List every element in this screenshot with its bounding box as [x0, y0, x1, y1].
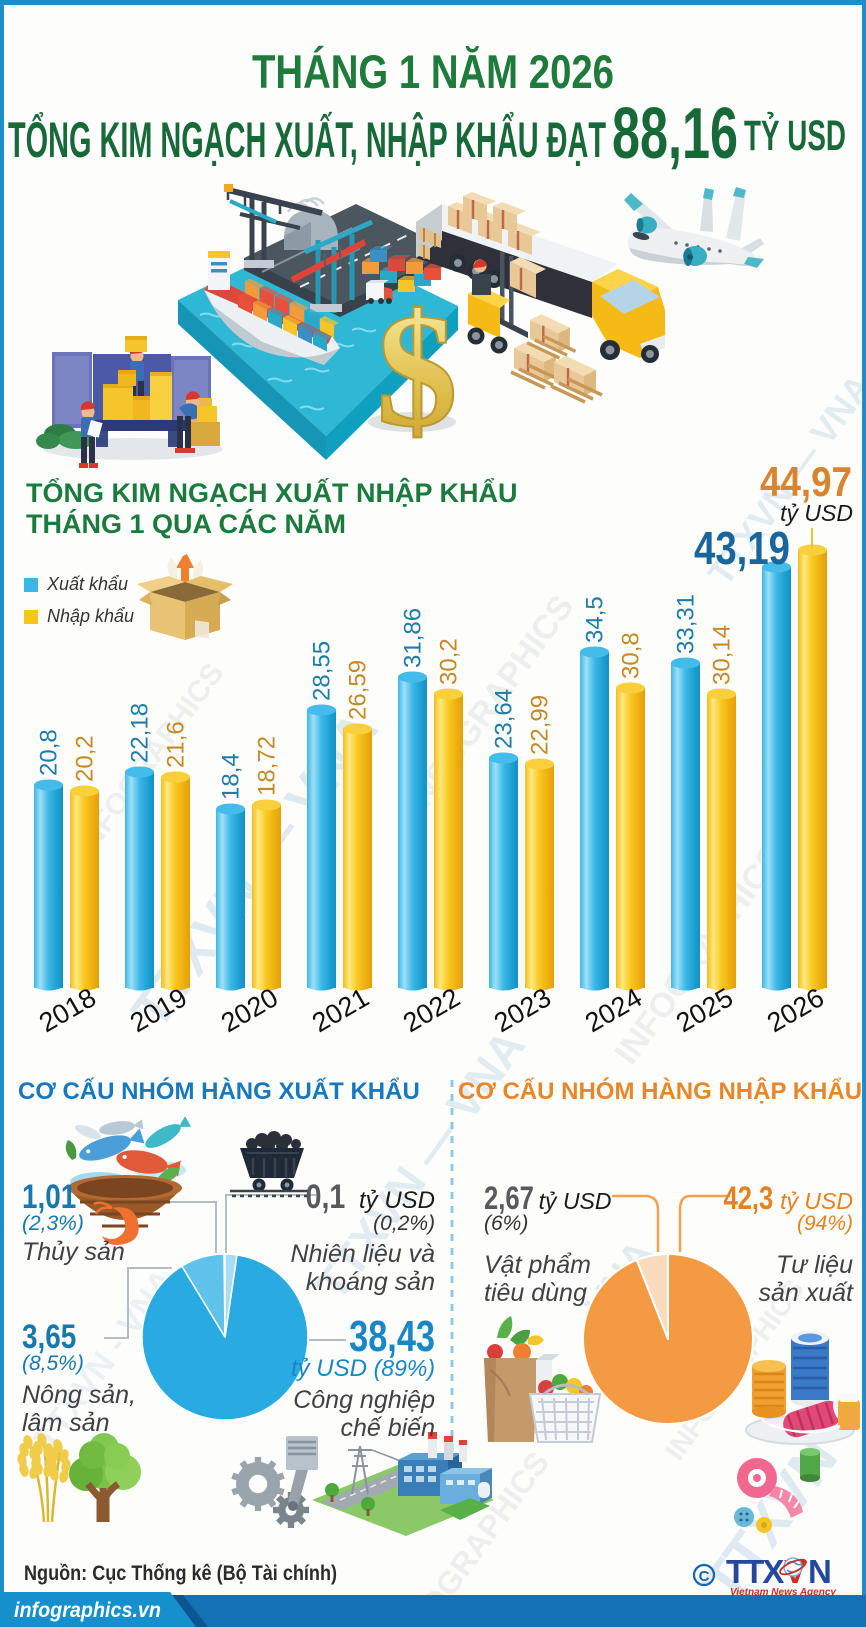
svg-text:22,99: 22,99	[527, 695, 554, 755]
svg-text:44,97: 44,97	[760, 458, 852, 505]
svg-text:Vietnam News Agency: Vietnam News Agency	[730, 1587, 836, 1597]
svg-text:2024: 2024	[580, 982, 647, 1038]
svg-text:21,6: 21,6	[163, 721, 190, 768]
svg-text:20,2: 20,2	[72, 735, 99, 782]
svg-text:34,5: 34,5	[582, 596, 609, 643]
svg-text:28,55: 28,55	[309, 641, 336, 701]
svg-text:26,59: 26,59	[345, 660, 372, 720]
svg-text:N: N	[808, 1553, 830, 1590]
svg-text:C: C	[699, 1568, 710, 1585]
svg-text:TỔNG KIM NGẠCH XUẤT, NHẬP KHẨU: TỔNG KIM NGẠCH XUẤT, NHẬP KHẨU ĐẠT	[8, 111, 606, 168]
svg-text:30,14: 30,14	[709, 625, 736, 685]
svg-text:18,4: 18,4	[218, 753, 245, 800]
svg-text:2022: 2022	[398, 982, 465, 1038]
svg-text:$: $	[376, 281, 458, 461]
svg-text:2021: 2021	[307, 982, 374, 1038]
svg-text:2020: 2020	[216, 982, 283, 1038]
svg-text:2023: 2023	[489, 982, 556, 1038]
svg-text:22,18: 22,18	[127, 703, 154, 763]
svg-text:30,2: 30,2	[436, 638, 463, 685]
svg-text:30,8: 30,8	[618, 632, 645, 679]
svg-text:2019: 2019	[125, 982, 192, 1038]
svg-text:TỶ USD: TỶ USD	[744, 111, 846, 160]
svg-text:43,19: 43,19	[694, 522, 790, 574]
svg-text:23,64: 23,64	[491, 689, 518, 749]
svg-text:2025: 2025	[671, 982, 738, 1038]
svg-text:18,72: 18,72	[254, 736, 281, 796]
svg-text:2026: 2026	[762, 982, 829, 1038]
svg-text:31,86: 31,86	[400, 608, 427, 668]
svg-text:tỷ USD: tỷ USD	[780, 500, 853, 526]
svg-text:2018: 2018	[34, 982, 101, 1038]
svg-text:TTX: TTX	[726, 1553, 784, 1590]
svg-text:THÁNG 1 NĂM 2026: THÁNG 1 NĂM 2026	[252, 45, 614, 98]
svg-text:20,8: 20,8	[36, 729, 63, 776]
svg-text:88,16: 88,16	[612, 94, 738, 174]
svg-text:33,31: 33,31	[673, 594, 700, 654]
